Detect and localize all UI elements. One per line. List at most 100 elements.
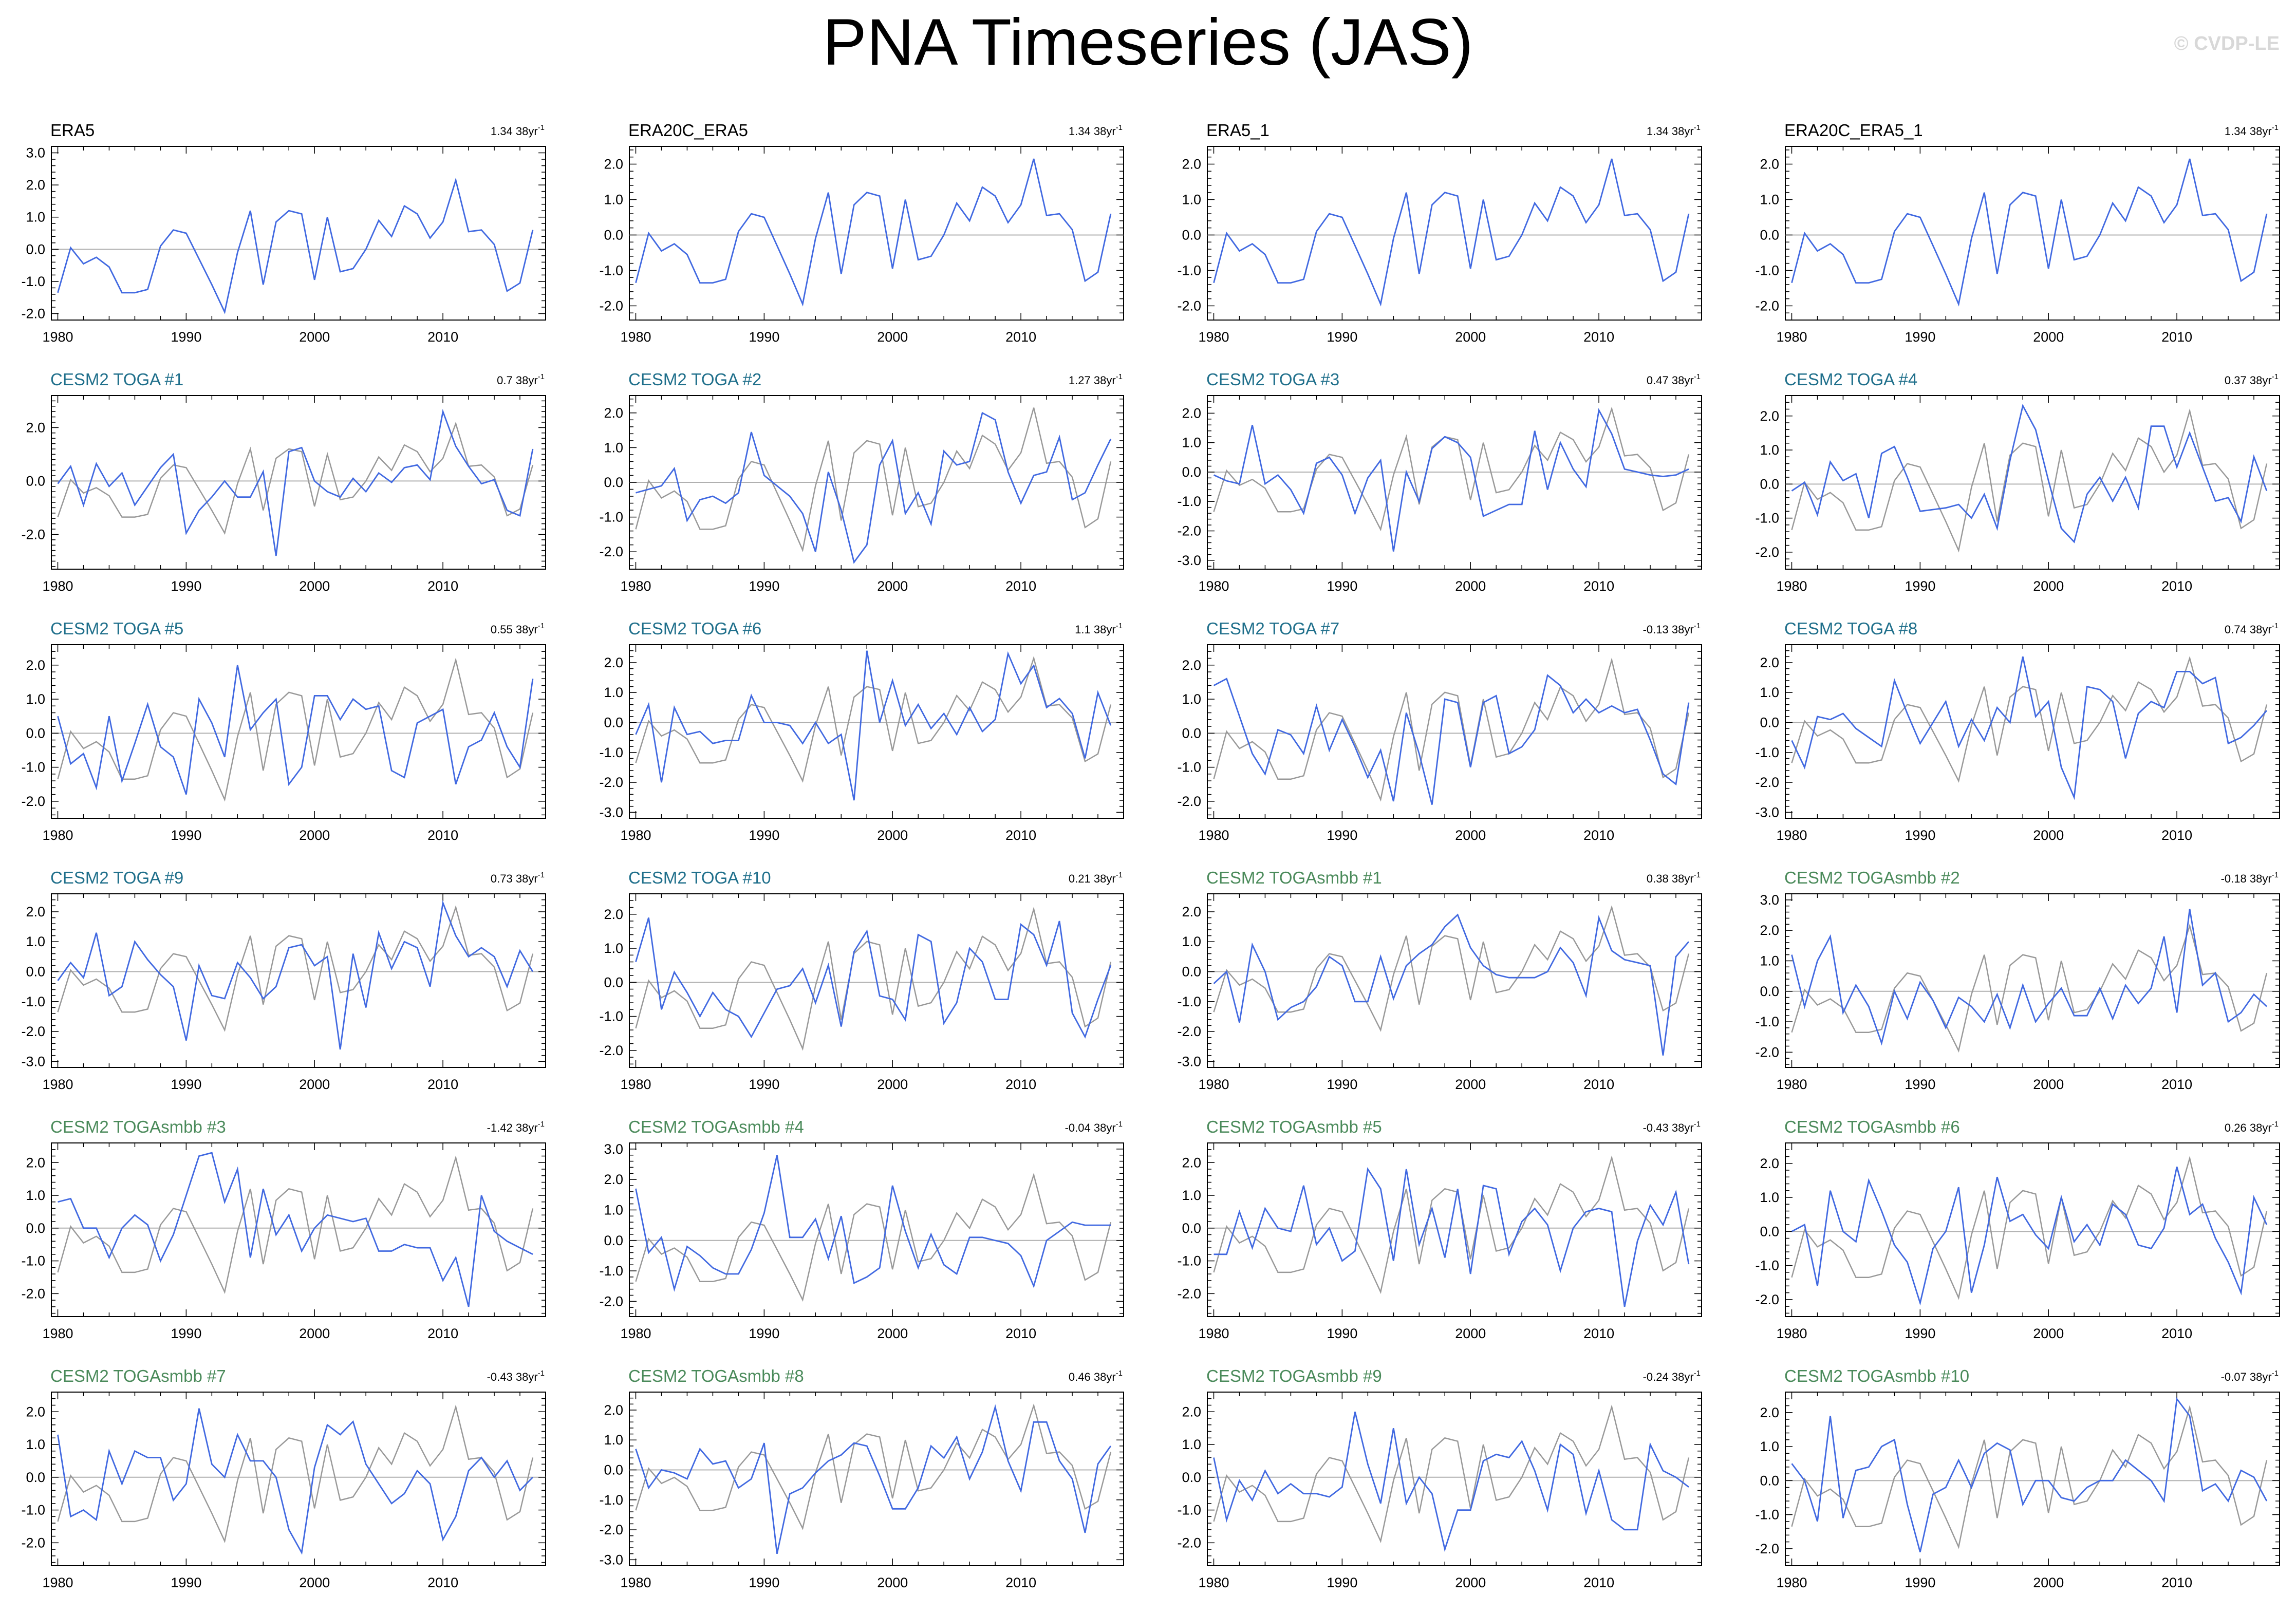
y-tick-label: -2.0 [1177,1024,1201,1039]
x-tick-label: 1980 [1198,1077,1229,1092]
trend-label: 1.34 38yr-1 [2225,123,2279,138]
panel-21: CESM2 TOGAsmbb #7 -0.43 38yr-1 2.0 1.0 0.0 -1… [21,1366,546,1590]
panel-title: CESM2 TOGA #7 [1206,619,1339,638]
panel-title: CESM2 TOGAsmbb #10 [1784,1366,1969,1385]
x-tick-label: 2000 [2033,1326,2064,1341]
y-tick-label: 0.0 [604,1462,623,1478]
x-tick-label: 1990 [171,1575,201,1590]
x-tick-label: 2000 [1455,1326,1486,1341]
series-line [1213,158,1690,307]
y-tick-label: 2.0 [1760,923,1779,938]
y-tick-label: -1.0 [599,1492,623,1508]
y-tick-label: 1.0 [604,941,623,956]
trend-unit: -1 [2272,871,2279,879]
panel-title: CESM2 TOGAsmbb #1 [1206,868,1382,887]
panel-title: CESM2 TOGAsmbb #5 [1206,1117,1382,1136]
y-tick-label: -2.0 [599,298,623,313]
trend-value: -0.13 38yr [1643,623,1694,636]
panel-5: CESM2 TOGA #1 0.7 38yr-1 2.0 0.0 -2.0 1980 199… [21,370,546,594]
trend-value: 0.74 38yr [2225,623,2272,636]
x-tick-label: 2010 [427,1326,458,1341]
series-line [1213,1411,1689,1552]
y-tick-label: -2.0 [1755,775,1779,790]
series-line [57,408,534,556]
x-tick-label: 2000 [299,1326,330,1341]
panel-title: CESM2 TOGA #3 [1206,370,1339,389]
trend-unit: -1 [2272,1369,2279,1378]
y-tick-label: 3.0 [1760,892,1779,908]
x-tick-label: 1990 [749,329,779,345]
series-line [1791,158,2268,307]
trend-label: -0.07 38yr-1 [2221,1369,2279,1383]
x-tick-label: 2000 [877,828,908,843]
trend-label: 0.37 38yr-1 [2225,372,2279,387]
panel-12: CESM2 TOGA #8 0.74 38yr-1 2.0 1.0 0.0 -1.0 -2.… [1755,619,2280,843]
y-tick-label: -2.0 [599,775,623,790]
y-tick-label: 0.0 [26,473,45,489]
x-tick-label: 2000 [2033,1575,2064,1590]
x-tick-label: 2000 [1455,578,1486,594]
x-tick-label: 2010 [427,329,458,345]
plot-frame [629,146,1124,321]
trend-unit: -1 [1694,123,1701,132]
x-tick-label: 1990 [1905,1326,1935,1341]
trend-label: 1.34 38yr-1 [1647,123,1701,138]
x-tick-label: 1990 [1905,578,1935,594]
series-line [57,1408,533,1555]
series-line [635,917,1112,1039]
x-tick-label: 1990 [171,329,201,345]
y-tick-label: 2.0 [26,658,45,673]
obs-series-line [57,1404,534,1544]
trend-unit: -1 [1116,1369,1123,1378]
obs-series-line [1791,923,2268,1053]
panel-title: CESM2 TOGAsmbb #9 [1206,1366,1382,1385]
y-tick-label: 0.0 [1182,227,1201,242]
plot-frame [51,146,546,321]
y-tick-label: -1.0 [1755,1258,1779,1273]
x-tick-label: 2010 [427,828,458,843]
x-tick-label: 2010 [1005,578,1036,594]
x-tick-label: 2010 [1005,1077,1036,1092]
x-tick-label: 2010 [1005,1326,1036,1341]
trend-value: -1.42 38yr [487,1121,538,1134]
x-tick-label: 1990 [749,578,779,594]
trend-label: -0.24 38yr-1 [1643,1369,1701,1383]
obs-series-line [635,906,1112,1051]
series-line [1791,656,2268,800]
y-tick-label: -2.0 [21,1535,45,1550]
panel-3: ERA5_1 1.34 38yr-1 2.0 1.0 0.0 -1.0 -2.0 1980 19… [1177,121,1702,345]
plot-frame [51,1142,546,1317]
y-tick-label: 1.0 [1182,192,1201,207]
y-tick-label: -2.0 [1177,1535,1201,1550]
x-tick-label: 1980 [1776,578,1807,594]
x-tick-label: 2000 [299,1077,330,1092]
x-tick-label: 1990 [1327,1575,1357,1590]
y-tick-label: 2.0 [1182,1404,1201,1419]
trend-unit: -1 [1694,622,1701,630]
x-tick-label: 2000 [2033,1077,2064,1092]
x-tick-label: 2010 [1005,828,1036,843]
y-tick-label: -2.0 [1177,1286,1201,1301]
x-tick-label: 1990 [171,1326,201,1341]
panel-22: CESM2 TOGAsmbb #8 0.46 38yr-1 2.0 1.0 0.0 -1.… [599,1366,1124,1590]
trend-label: -0.13 38yr-1 [1643,622,1701,636]
y-tick-label: 2.0 [26,177,45,193]
trend-label: 0.7 38yr-1 [497,372,545,387]
trend-unit: -1 [1116,372,1123,381]
y-tick-label: -3.0 [1177,1054,1201,1069]
y-tick-label: 1.0 [604,1202,623,1217]
panel-title: ERA5_1 [1206,121,1270,140]
y-tick-label: -2.0 [1755,1292,1779,1307]
y-tick-label: -2.0 [1755,298,1779,313]
y-tick-label: 0.0 [1760,476,1779,492]
trend-label: 0.21 38yr-1 [1069,871,1123,885]
series-line [1214,1167,1690,1307]
x-tick-label: 2000 [1455,1575,1486,1590]
y-tick-label: -1.0 [599,1009,623,1024]
x-tick-label: 2010 [2161,1575,2192,1590]
y-tick-label: 0.0 [1760,1224,1779,1239]
y-tick-label: -2.0 [21,1286,45,1301]
y-tick-label: 3.0 [604,1141,623,1157]
x-tick-label: 1990 [749,1575,779,1590]
x-tick-label: 2010 [1583,329,1614,345]
